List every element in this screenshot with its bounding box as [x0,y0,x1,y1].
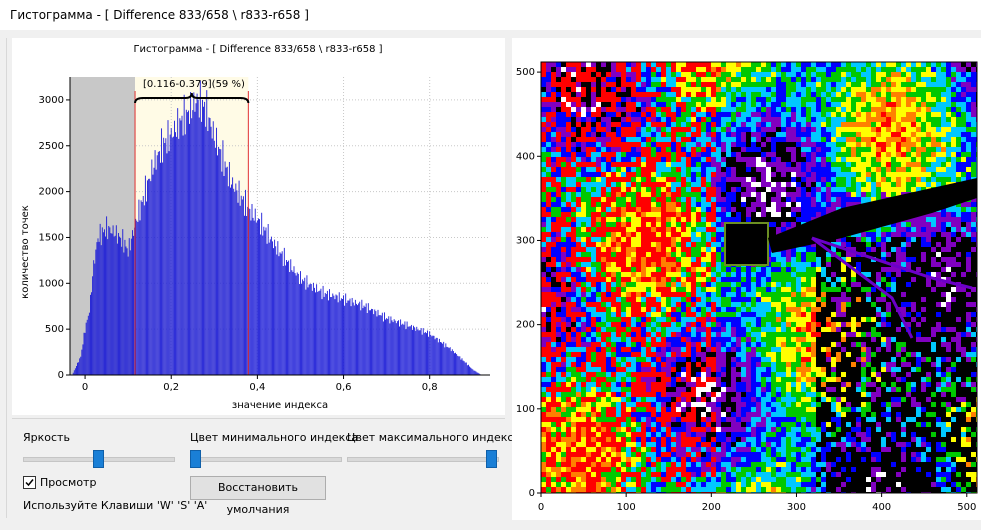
y-tick-label: 1500 [39,232,64,243]
selection-range-label: [0.116-0.379](59 %) [143,79,245,90]
histogram-panel: Гистограмма - [ Difference 833/658 \ r83… [12,38,505,415]
min-color-slider-thumb[interactable] [190,450,201,468]
map-y-tick-label: 100 [516,404,535,415]
selection-brace [134,92,250,104]
map-y-tick-label: 400 [516,151,535,162]
index-image-panel: 0 100 200 300 400 500 0 100 200 300 400 500 [512,38,981,520]
x-tick-label: 0,8 [422,382,438,393]
map-frame [540,61,978,494]
y-tick-label: 0 [58,370,64,381]
map-x-tick-label: 500 [957,502,976,513]
y-tick-label: 2500 [39,141,64,152]
index-map-image [541,62,977,493]
min-color-label: Цвет минимального индекса [190,431,359,444]
brightness-label: Яркость [23,431,70,444]
dark-structure [768,178,977,253]
x-tick-label: 0,4 [249,382,265,393]
reset-defaults-button[interactable]: Восстановить умолчания [190,476,326,516]
map-y-tick-label: 0 [529,488,535,499]
preview-checkbox[interactable] [23,476,36,489]
max-color-slider-thumb[interactable] [486,450,497,468]
map-x-tick-label: 200 [702,502,721,513]
min-color-slider-track[interactable] [190,457,342,462]
y-tick-label: 500 [45,324,64,335]
x-tick-label: 0 [82,382,88,393]
dark-object [724,222,769,266]
map-x-tick-label: 0 [538,502,544,513]
map-y-tick-label: 500 [516,67,535,78]
brightness-slider-thumb[interactable] [92,450,104,468]
y-tick-label: 3000 [39,95,64,106]
map-y-tick-label: 300 [516,235,535,246]
index-map-chart[interactable]: 0 100 200 300 400 500 0 100 200 300 400 500 [512,38,981,520]
histogram-chart[interactable]: Гистограмма - [ Difference 833/658 \ r83… [12,38,505,415]
map-x-tick-label: 300 [787,502,806,513]
y-tick-label: 2000 [39,187,64,198]
max-color-slider-track[interactable] [347,457,499,462]
map-x-tick-label: 100 [617,502,636,513]
controls-panel: Яркость Цвет минимального индекса Цвет м… [12,418,520,519]
preview-label: Просмотр [40,476,97,489]
x-tick-label: 0,2 [163,382,179,393]
window-title: Гистограмма - [ Difference 833/658 \ r83… [10,8,309,22]
hint-text: Используйте Клавиши 'W' 'S' 'A' [23,499,208,512]
left-edge-strip [0,38,7,518]
x-axis-label: значение индекса [232,400,328,411]
x-tick-label: 0,6 [336,382,352,393]
checkmark-icon [25,479,34,487]
window-titlebar: Гистограмма - [ Difference 833/658 \ r83… [0,0,981,30]
max-color-label: Цвет максимального индекса [347,431,521,444]
map-y-tick-label: 200 [516,320,535,331]
y-tick-label: 1000 [39,278,64,289]
map-x-tick-label: 400 [872,502,891,513]
histogram-title: Гистограмма - [ Difference 833/658 \ r83… [133,44,382,55]
y-axis-label: количество точек [20,205,31,299]
